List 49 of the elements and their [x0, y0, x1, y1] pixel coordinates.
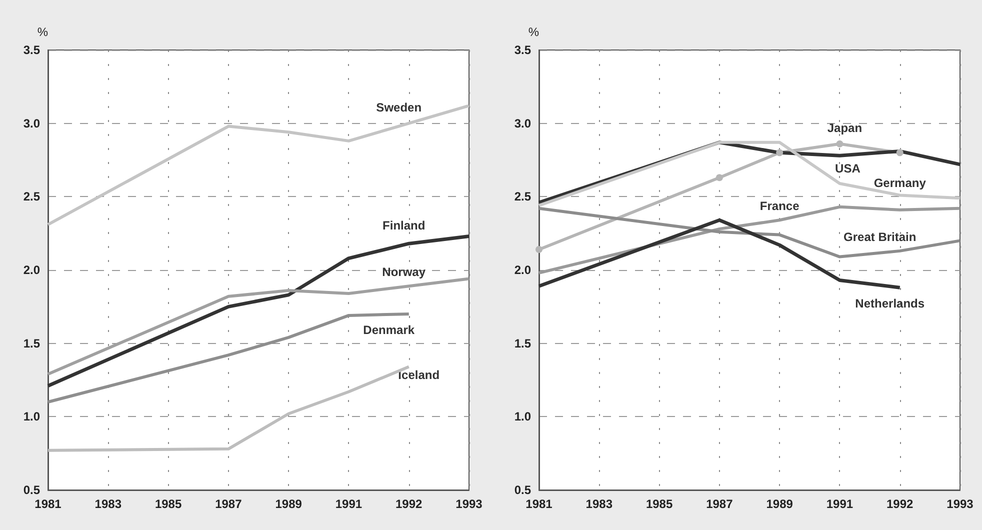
x-tick-label: 1985: [646, 497, 673, 511]
series-label: Denmark: [363, 323, 415, 337]
point: [836, 140, 844, 148]
y-tick-label: 1.0: [23, 410, 40, 424]
y-axis-title: %: [37, 25, 48, 39]
point: [536, 246, 542, 253]
series-label: Finland: [382, 218, 426, 233]
x-tick-label: 1981: [526, 497, 553, 511]
y-tick-label: 1.5: [23, 336, 40, 350]
y-tick-label: 2.0: [23, 263, 40, 277]
x-tick-label: 1989: [766, 497, 794, 511]
x-tick-label: 1993: [456, 497, 483, 511]
y-tick-label: 2.5: [23, 190, 40, 204]
point: [896, 149, 904, 156]
y-tick-label: 3.0: [514, 116, 532, 130]
y-tick-label: 2.5: [514, 190, 532, 204]
point: [716, 174, 723, 182]
y-tick-label: 3.5: [23, 43, 40, 57]
series-label: Japan: [827, 120, 862, 135]
x-tick-label: 1992: [886, 497, 914, 511]
series-label: Great Britain: [844, 230, 916, 244]
line-series: [46, 234, 471, 388]
x-tick-label: 1983: [586, 497, 613, 511]
y-tick-label: 0.5: [23, 483, 40, 497]
y-tick-label: 1.5: [514, 336, 532, 350]
series-label: Sweden: [376, 100, 422, 114]
series-label: Iceland: [398, 368, 440, 382]
y-tick-label: 3.5: [514, 43, 532, 57]
x-tick-label: 1983: [94, 497, 122, 511]
x-tick-label: 1987: [706, 497, 734, 511]
series-label: Norway: [382, 265, 426, 280]
x-tick-label: 1992: [396, 497, 423, 511]
series-label: France: [760, 199, 800, 214]
series-label: USA: [835, 162, 861, 176]
y-tick-label: 0.5: [514, 483, 532, 497]
y-axis-title: %: [528, 25, 540, 39]
y-tick-label: 1.0: [514, 410, 532, 424]
point: [776, 149, 784, 156]
x-tick-label: 1987: [215, 497, 242, 511]
y-tick-label: 3.0: [23, 116, 40, 130]
y-tick-label: 2.0: [514, 263, 532, 277]
x-tick-label: 1991: [335, 497, 362, 511]
x-tick-label: 1981: [34, 497, 62, 511]
x-tick-label: 1993: [946, 497, 974, 511]
series-label: Netherlands: [855, 296, 925, 311]
x-tick-label: 1989: [275, 497, 302, 511]
x-tick-label: 1985: [154, 497, 182, 511]
series-label: Germany: [874, 176, 926, 190]
x-tick-label: 1991: [826, 497, 854, 511]
